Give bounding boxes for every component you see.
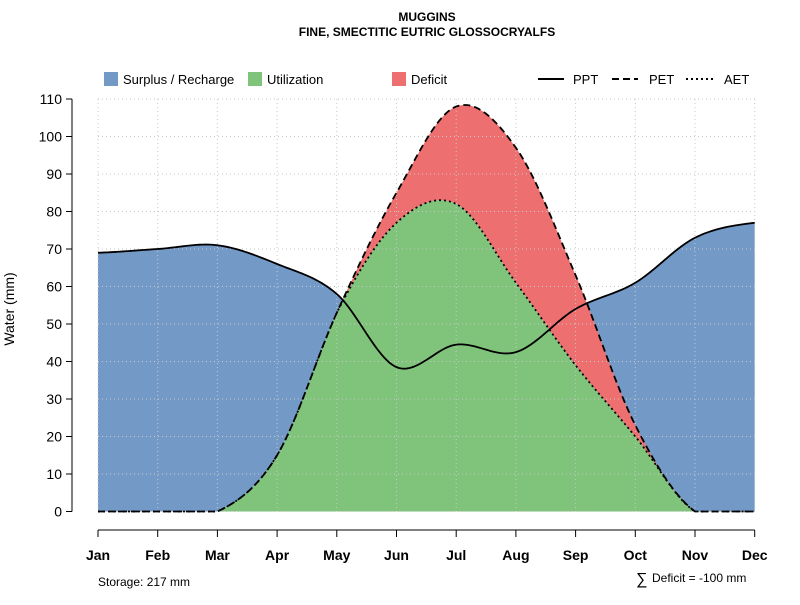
series-line-pet	[98, 104, 755, 513]
y-tick-label: 60	[46, 279, 62, 295]
y-tick-label: 0	[54, 504, 62, 520]
legend-swatch-utilization	[248, 72, 262, 86]
x-tick-label: May	[323, 547, 350, 563]
deficit-annotation: Deficit = -100 mm	[652, 571, 746, 585]
deficit-area	[98, 104, 755, 512]
legend-swatch-deficit	[392, 72, 406, 86]
y-tick-label: 100	[39, 129, 63, 145]
y-tick-label: 20	[46, 429, 62, 445]
legend-label-utilization: Utilization	[267, 72, 323, 87]
y-tick-label: 80	[46, 204, 62, 220]
series-line-aet	[98, 199, 755, 513]
y-tick-label: 10	[46, 466, 62, 482]
legend-label-aet: AET	[724, 72, 749, 87]
y-tick-label: 30	[46, 391, 62, 407]
chart-subtitle: FINE, SMECTITIC EUTRIC GLOSSOCRYALFS	[299, 25, 555, 39]
y-tick-label: 40	[46, 354, 62, 370]
x-tick-label: Dec	[742, 547, 768, 563]
storage-annotation: Storage: 217 mm	[98, 575, 190, 589]
y-axis: 0 10 20 30 40 50 60 70 80 90 100 110	[39, 91, 73, 520]
x-tick-label: Aug	[502, 547, 529, 563]
utilization-area	[98, 200, 755, 512]
y-tick-label: 50	[46, 316, 62, 332]
x-tick-label: Jan	[86, 547, 110, 563]
x-tick-label: Oct	[624, 547, 648, 563]
x-axis: Jan Feb Mar Apr May Jun Jul Aug Sep Oct Nov Dec	[86, 529, 768, 563]
plot-area: 0 10 20 30 40 50 60 70 80 90 100 110 Jan Feb Mar Apr May…	[39, 91, 768, 563]
legend-swatch-surplus	[104, 72, 118, 86]
x-tick-label: Nov	[682, 547, 709, 563]
x-tick-label: Sep	[563, 547, 589, 563]
y-tick-label: 70	[46, 241, 62, 257]
x-tick-label: Mar	[205, 547, 230, 563]
series-line-ppt	[97, 221, 755, 370]
gridlines	[97, 98, 756, 512]
legend-label-surplus: Surplus / Recharge	[123, 72, 234, 87]
x-tick-label: Apr	[265, 547, 290, 563]
legend-label-ppt: PPT	[573, 72, 598, 87]
y-tick-label: 110	[40, 91, 63, 107]
x-tick-label: Jun	[384, 547, 409, 563]
chart-title: MUGGINS	[398, 10, 455, 24]
y-axis-title: Water (mm)	[1, 272, 17, 345]
x-tick-label: Jul	[446, 547, 466, 563]
sigma-symbol: ∑	[636, 571, 647, 588]
legend-label-pet: PET	[649, 72, 674, 87]
y-tick-label: 90	[46, 166, 62, 182]
legend: Surplus / Recharge Utilization Deficit P…	[104, 72, 749, 87]
legend-label-deficit: Deficit	[411, 72, 448, 87]
x-tick-label: Feb	[145, 547, 170, 563]
